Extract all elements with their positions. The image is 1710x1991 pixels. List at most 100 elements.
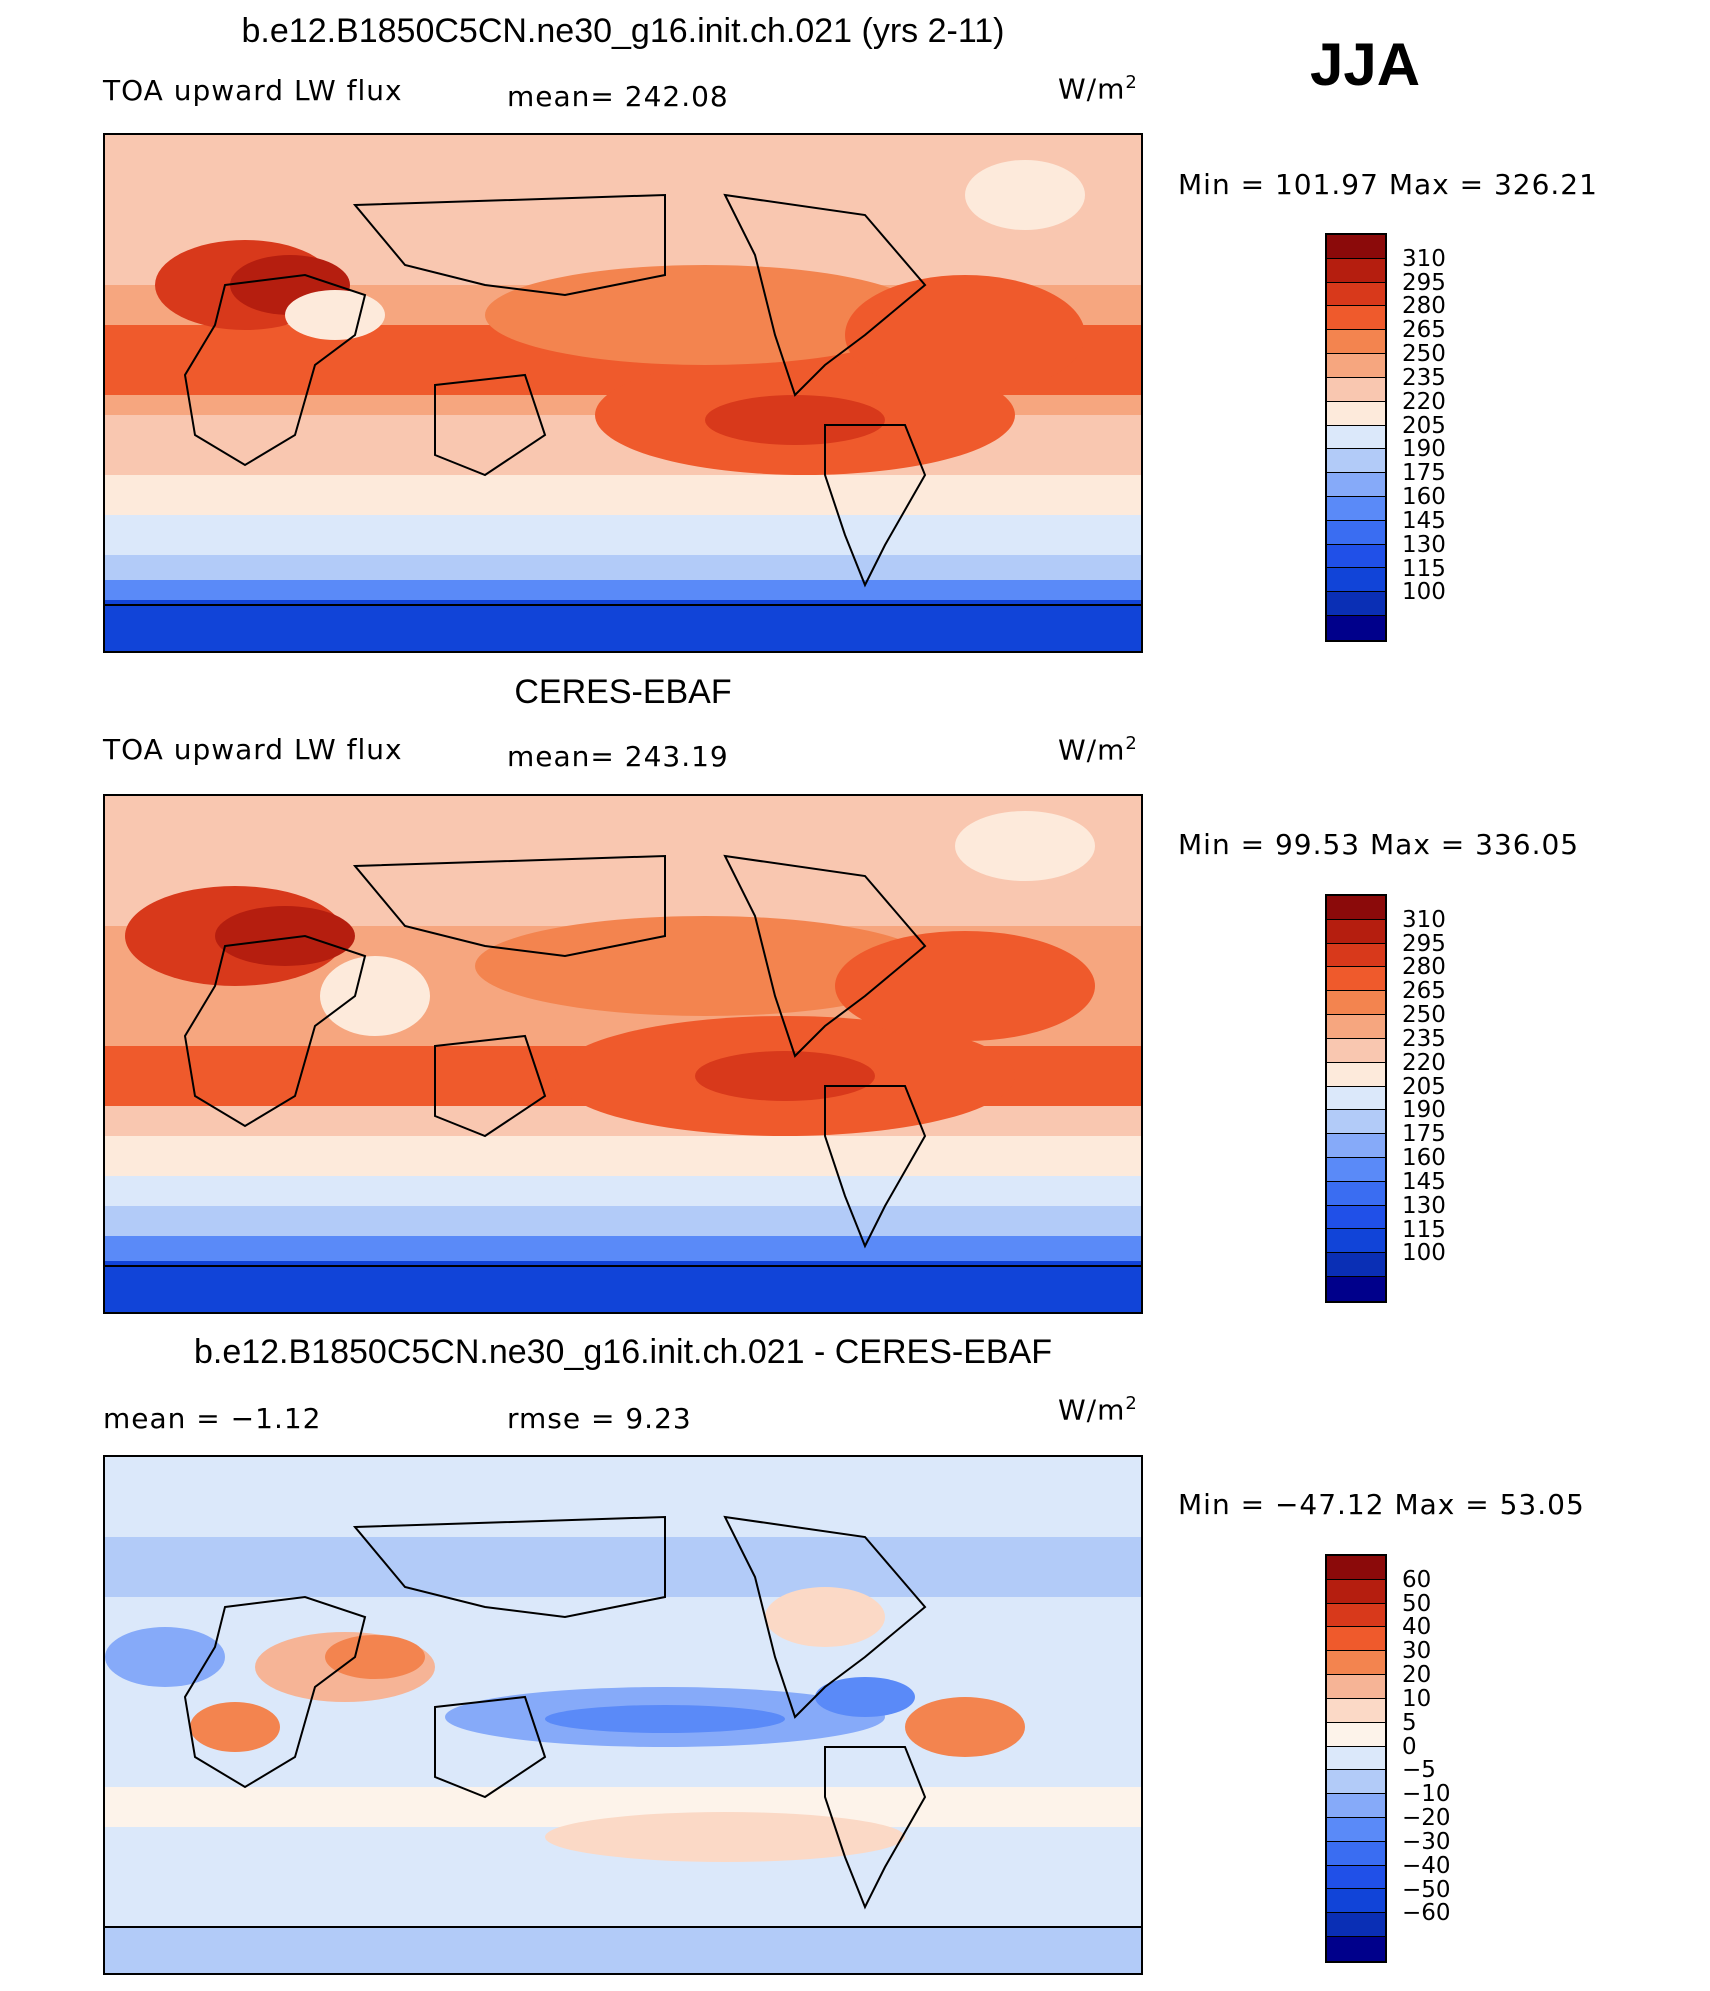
colorbar-segment [1327, 616, 1385, 640]
season-label: JJA [1310, 31, 1421, 98]
panel3-colorbar [1325, 1554, 1387, 1963]
colorbar-tick-label: 265 [1402, 978, 1446, 1005]
colorbar-segment [1327, 258, 1385, 283]
colorbar-tick-label: 205 [1402, 412, 1446, 439]
colorbar-tick-label: 60 [1402, 1566, 1432, 1593]
panel2-map-svg [105, 796, 1141, 1312]
colorbar-tick-label: 145 [1402, 1168, 1446, 1195]
colorbar-tick-label: 175 [1402, 460, 1446, 487]
panel2-units: W/m2 [1058, 733, 1138, 767]
colorbar-tick-label: 280 [1402, 954, 1446, 981]
colorbar-tick-label: 0 [1402, 1733, 1417, 1760]
panel3-title: b.e12.B1850C5CN.ne30_g16.init.ch.021 - C… [193, 1333, 1053, 1371]
colorbar-tick-label: 115 [1402, 1216, 1446, 1243]
colorbar-tick-label: 280 [1402, 293, 1446, 320]
colorbar-segment [1327, 1817, 1385, 1842]
colorbar-segment [1327, 1086, 1385, 1111]
colorbar-tick-label: 190 [1402, 1097, 1446, 1124]
colorbar-segment [1327, 1015, 1385, 1039]
colorbar-tick-label: −40 [1402, 1852, 1451, 1879]
panel2-min-max: Min = 99.53 Max = 336.05 [1178, 828, 1580, 861]
colorbar-segment [1327, 1651, 1385, 1676]
colorbar-tick-label: 250 [1402, 341, 1446, 368]
panel1-left-label: TOA upward LW flux [103, 74, 403, 107]
colorbar-segment [1327, 1157, 1385, 1182]
colorbar-segment [1327, 354, 1385, 378]
colorbar-tick-label: −30 [1402, 1828, 1451, 1855]
colorbar-segment [1327, 1205, 1385, 1230]
colorbar-segment [1327, 919, 1385, 944]
colorbar-segment [1327, 1579, 1385, 1604]
colorbar-segment [1327, 1937, 1385, 1961]
colorbar-tick-label: 30 [1402, 1638, 1432, 1665]
panel3-units: W/m2 [1058, 1393, 1138, 1427]
colorbar-tick-label: 130 [1402, 531, 1446, 558]
colorbar-tick-label: 10 [1402, 1685, 1432, 1712]
colorbar-tick-label: 310 [1402, 245, 1446, 272]
colorbar-tick-label: 40 [1402, 1614, 1432, 1641]
panel1-colorbar [1325, 233, 1387, 642]
colorbar-segment [1327, 1722, 1385, 1747]
colorbar-tick-label: 295 [1402, 269, 1446, 296]
colorbar-tick-label: −20 [1402, 1805, 1451, 1832]
colorbar-segment [1327, 282, 1385, 307]
colorbar-segment [1327, 896, 1385, 920]
colorbar-segment [1327, 1229, 1385, 1254]
colorbar-segment [1327, 425, 1385, 450]
colorbar-segment [1327, 1627, 1385, 1652]
colorbar-tick-label: −5 [1402, 1757, 1436, 1784]
colorbar-tick-label: 5 [1402, 1709, 1417, 1736]
colorbar-segment [1327, 1675, 1385, 1699]
colorbar-segment [1327, 1062, 1385, 1087]
colorbar-segment [1327, 1556, 1385, 1580]
colorbar-tick-label: 235 [1402, 364, 1446, 391]
colorbar-segment [1327, 1110, 1385, 1135]
colorbar-segment [1327, 520, 1385, 545]
colorbar-segment [1327, 330, 1385, 355]
colorbar-tick-label: 235 [1402, 1025, 1446, 1052]
panel1-min-max: Min = 101.97 Max = 326.21 [1178, 168, 1598, 201]
colorbar-tick-label: 160 [1402, 484, 1446, 511]
panel3-min-max: Min = −47.12 Max = 53.05 [1178, 1488, 1585, 1521]
colorbar-segment [1327, 1794, 1385, 1818]
colorbar-segment [1327, 991, 1385, 1016]
panel2-left-label: TOA upward LW flux [103, 733, 403, 766]
colorbar-segment [1327, 496, 1385, 521]
colorbar-tick-label: −50 [1402, 1876, 1451, 1903]
colorbar-segment [1327, 1865, 1385, 1890]
panel1-map [103, 133, 1143, 653]
colorbar-tick-label: 190 [1402, 436, 1446, 463]
colorbar-tick-label: 205 [1402, 1073, 1446, 1100]
colorbar-segment [1327, 473, 1385, 497]
colorbar-segment [1327, 1253, 1385, 1277]
colorbar-segment [1327, 1841, 1385, 1866]
colorbar-segment [1327, 1038, 1385, 1063]
colorbar-segment [1327, 1770, 1385, 1795]
colorbar-tick-label: 310 [1402, 906, 1446, 933]
colorbar-tick-label: 250 [1402, 1002, 1446, 1029]
colorbar-tick-label: 295 [1402, 930, 1446, 957]
colorbar-segment [1327, 1603, 1385, 1628]
panel1-map-svg [105, 135, 1141, 651]
colorbar-segment [1327, 1746, 1385, 1771]
colorbar-tick-label: 220 [1402, 1049, 1446, 1076]
colorbar-tick-label: 115 [1402, 555, 1446, 582]
colorbar-segment [1327, 1913, 1385, 1937]
colorbar-segment [1327, 449, 1385, 474]
panel2-mean-label: mean= 243.19 [507, 740, 729, 773]
colorbar-tick-label: 265 [1402, 317, 1446, 344]
colorbar-segment [1327, 377, 1385, 402]
colorbar-tick-label: 100 [1402, 579, 1446, 606]
colorbar-segment [1327, 568, 1385, 593]
colorbar-segment [1327, 943, 1385, 968]
panel3-mean-label: mean = −1.12 [103, 1402, 322, 1435]
colorbar-tick-label: 175 [1402, 1121, 1446, 1148]
colorbar-tick-label: −10 [1402, 1781, 1451, 1808]
panel2-colorbar [1325, 894, 1387, 1303]
colorbar-tick-label: 130 [1402, 1192, 1446, 1219]
colorbar-segment [1327, 1181, 1385, 1206]
colorbar-segment [1327, 1889, 1385, 1914]
colorbar-segment [1327, 967, 1385, 992]
panel1-title: b.e12.B1850C5CN.ne30_g16.init.ch.021 (yr… [241, 12, 1005, 50]
panel1-mean-label: mean= 242.08 [507, 80, 729, 113]
